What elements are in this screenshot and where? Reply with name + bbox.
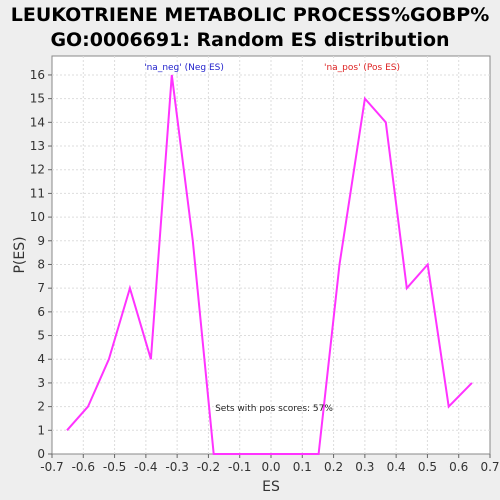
y-tick-label: 6 [37, 305, 45, 319]
y-axis-title: P(ES) [12, 236, 28, 273]
y-tick-label: 16 [30, 68, 45, 82]
y-tick-label: 3 [37, 376, 45, 390]
pos-es-label: 'na_pos' (Pos ES) [324, 63, 400, 73]
series-line [66, 74, 473, 455]
y-tick-label: 1 [37, 423, 45, 437]
y-tick-label: 12 [30, 163, 45, 177]
y-tick-label: 5 [37, 329, 45, 343]
x-axis-title: ES [262, 479, 280, 495]
x-tick-label: 0.6 [449, 460, 468, 474]
x-tick-label: 0.7 [480, 460, 499, 474]
neg-es-label: 'na_neg' (Neg ES) [144, 63, 224, 73]
x-tick-label: 0.0 [261, 460, 280, 474]
y-tick-label: 2 [37, 400, 45, 414]
chart-title-line1: LEUKOTRIENE METABOLIC PROCESS%GOBP% [11, 4, 490, 26]
pos-scores-annotation: Sets with pos scores: 57% [215, 404, 333, 414]
x-tick-label: -0.1 [228, 460, 251, 474]
y-tick-label: 9 [37, 234, 45, 248]
y-tick-label: 8 [37, 257, 45, 271]
x-tick-label: 0.3 [355, 460, 374, 474]
grid-lines [52, 56, 490, 454]
y-tick-label: 10 [30, 210, 45, 224]
x-tick-label: 0.5 [418, 460, 437, 474]
x-tick-label: -0.6 [72, 460, 95, 474]
chart-title-line2: GO:0006691: Random ES distribution [50, 29, 449, 51]
x-tick-label: -0.4 [134, 460, 157, 474]
y-tick-label: 14 [30, 115, 45, 129]
x-tick-label: -0.3 [165, 460, 188, 474]
x-tick-label: -0.7 [40, 460, 63, 474]
x-tick-label: 0.4 [387, 460, 406, 474]
y-tick-label: 0 [37, 447, 45, 461]
x-tick-label: -0.5 [103, 460, 126, 474]
axes [48, 74, 491, 458]
plot-area [51, 55, 491, 455]
y-tick-label: 4 [37, 352, 45, 366]
y-tick-label: 11 [30, 186, 45, 200]
x-tick-labels: -0.7 -0.6 -0.5 -0.4 -0.3 -0.2 -0.1 0.0 0.1 0.2 0.3… [40, 460, 499, 474]
y-tick-label: 15 [30, 92, 45, 106]
y-tick-label: 7 [37, 281, 45, 295]
x-tick-label: 0.1 [293, 460, 312, 474]
x-tick-label: 0.2 [324, 460, 343, 474]
y-tick-label: 13 [30, 139, 45, 153]
x-tick-label: -0.2 [197, 460, 220, 474]
